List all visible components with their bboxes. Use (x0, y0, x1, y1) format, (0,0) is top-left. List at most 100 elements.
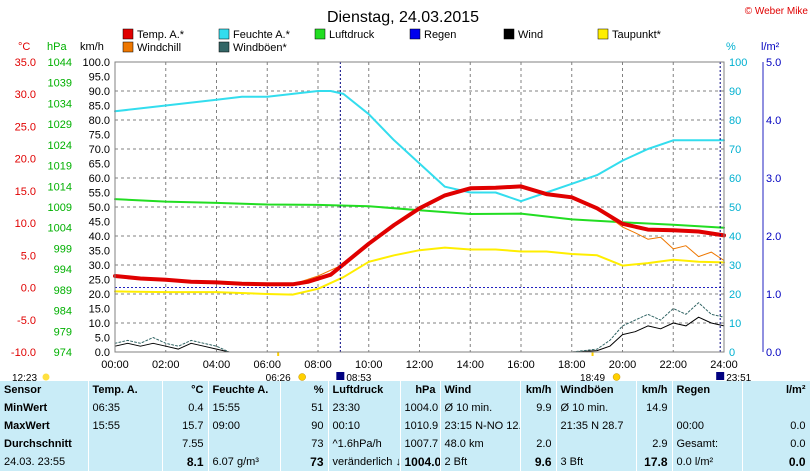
stats-cell: 15:55 (208, 399, 281, 417)
stats-cell: Ø 10 min. (440, 399, 521, 417)
stats-cell: Ø 10 min. (556, 399, 637, 417)
temp-tick-label: 35.0 (15, 57, 36, 69)
legend-swatch (314, 28, 326, 40)
stats-cell: 0.0 (742, 435, 810, 453)
stats-row-label: MaxWert (0, 417, 89, 435)
legend-label: Wind (518, 29, 543, 41)
x-tick-label: 00:00 (101, 359, 129, 371)
legend-label: Windböen* (233, 42, 288, 54)
series-line (114, 302, 725, 353)
legend-label: Feuchte A.* (233, 29, 291, 41)
x-tick-label: 02:00 (152, 359, 180, 371)
rain-tick-label: 0.0 (766, 347, 781, 359)
legend-label: Regen (424, 29, 456, 41)
rain-tick-label: 4.0 (766, 115, 781, 127)
pressure-tick-label: 989 (54, 285, 72, 297)
pressure-tick-label: 1039 (48, 78, 72, 90)
wind-tick-label: 55.0 (89, 188, 110, 200)
wind-tick-label: 5.0 (95, 333, 110, 345)
stats-header-cell: Sensor (0, 381, 89, 399)
stats-cell: 3 Bft (556, 453, 637, 471)
stats-row-label: Durchschnitt (0, 435, 89, 453)
wind-tick-label: 25.0 (89, 275, 110, 287)
legend-swatch (503, 28, 515, 40)
legend-label: Taupunkt* (612, 29, 662, 41)
wind-tick-label: 10.0 (89, 318, 110, 330)
stats-cell: 9.6 (520, 453, 557, 471)
series-line (114, 246, 725, 296)
chart-title: Dienstag, 24.03.2015 (327, 9, 479, 26)
stats-cell (208, 435, 281, 453)
stats-cell: 8.1 (162, 453, 209, 471)
stats-cell: ^1.6hPa/h (328, 435, 401, 453)
stats-cell: 0.0 (742, 453, 810, 471)
temp-tick-label: 15.0 (15, 186, 36, 198)
humidity-tick-label: 30 (729, 260, 741, 272)
stats-cell: 23:15 N-NO 12.6 (440, 417, 521, 435)
x-tick-label: 24:00 (710, 359, 738, 371)
temp-tick-label: 5.0 (21, 250, 36, 262)
pressure-tick-label: 974 (54, 347, 72, 359)
pressure-tick-label: 1029 (48, 119, 72, 131)
moon-marker (716, 372, 725, 380)
wind-tick-label: 35.0 (89, 246, 110, 258)
stats-cell (520, 417, 557, 435)
legend-swatch (218, 41, 230, 53)
stats-cell: 17.8 (636, 453, 673, 471)
axis-unit-labels: °C hPa km/h% l/m² (18, 41, 780, 53)
x-tick-label: 22:00 (659, 359, 687, 371)
stats-cell: 2 Bft (440, 453, 521, 471)
wind-tick-label: 95.0 (89, 72, 110, 84)
stats-row: Durchschnitt 7.55 73 ^1.6hPa/h 1007.7 48.0 km… (0, 435, 810, 453)
pressure-tick-label: 979 (54, 326, 72, 338)
stats-cell: 0.0 (742, 417, 810, 435)
legend-swatch (122, 28, 134, 40)
legend-swatch (597, 28, 609, 40)
astro-time-label: 08:53 (346, 373, 371, 381)
temp-tick-label: -10.0 (11, 347, 36, 359)
temp-tick-label: 10.0 (15, 218, 36, 230)
stats-header-cell: l/m² (742, 381, 810, 399)
pressure-tick-label: 1034 (48, 98, 72, 110)
x-tick-label: 12:00 (406, 359, 434, 371)
astro-time-label: 18:49 (580, 373, 605, 381)
stats-cell: Gesamt: (672, 435, 743, 453)
stats-header-cell: Regen (672, 381, 743, 399)
credit-label: © Weber Mike (745, 6, 809, 17)
humidity-tick-label: 40 (729, 231, 741, 243)
legend-label: Luftdruck (329, 29, 375, 41)
wind-tick-label: 30.0 (89, 260, 110, 272)
wind-tick-label: 50.0 (89, 202, 110, 214)
series-line (114, 90, 725, 203)
axis-ticks: 35.0 30.0 25.0 20.0 15.0 10.0 5.0 0.0 -5.0 -10.0 1… (11, 57, 781, 371)
legend-swatch (409, 28, 421, 40)
stats-header-cell: km/h (520, 381, 557, 399)
stats-header-cell: Wind (440, 381, 521, 399)
rain-tick-label: 1.0 (766, 289, 781, 301)
astro-time-label: 06:26 (266, 373, 291, 381)
stats-row: MaxWert 15:55 15.7 09:00 90 00:10 1010.9 23:15 … (0, 417, 810, 435)
stats-header-cell: hPa (400, 381, 441, 399)
x-tick-label: 16:00 (507, 359, 535, 371)
temp-tick-label: 20.0 (15, 154, 36, 166)
humidity-tick-label: 70 (729, 144, 741, 156)
moon-marker (336, 372, 345, 380)
legend-swatch (122, 41, 134, 53)
pressure-tick-label: 984 (54, 306, 72, 318)
wind-tick-label: 85.0 (89, 101, 110, 113)
wind-axis-label: km/h (80, 41, 104, 53)
stats-cell: 1004.0 (400, 399, 441, 417)
x-tick-label: 18:00 (558, 359, 586, 371)
pressure-tick-label: 1019 (48, 161, 72, 173)
pressure-axis-label: hPa (47, 41, 67, 53)
sun-marker (298, 373, 306, 381)
stats-cell: 2.0 (520, 435, 557, 453)
stats-panel: Sensor Temp. A. °C Feuchte A.% Luftdruck hPa W… (0, 381, 810, 471)
pressure-tick-label: 994 (54, 264, 72, 276)
stats-header-cell: Temp. A. (88, 381, 163, 399)
stats-cell: 1004.0 (400, 453, 441, 471)
stats-cell (636, 417, 673, 435)
stats-cell: 1007.7 (400, 435, 441, 453)
stats-header-cell: Luftdruck (328, 381, 401, 399)
